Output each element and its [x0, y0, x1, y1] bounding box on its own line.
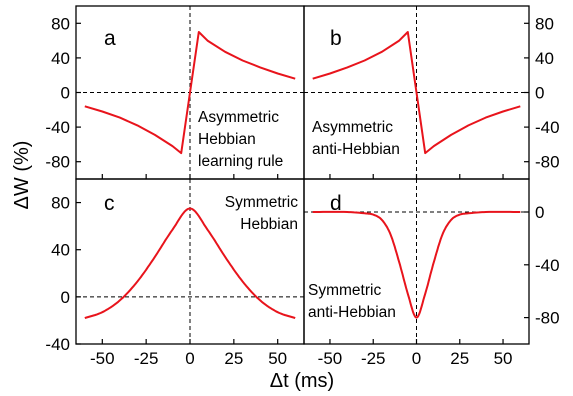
panel-a-curve: [84, 31, 296, 155]
panel-b-curve: [312, 31, 521, 155]
panel-c-xtick-label: 50: [268, 349, 287, 368]
annotation-b-line2: anti-Hebbian: [312, 141, 400, 158]
y-axis-label: ΔW (%): [11, 141, 33, 210]
panel-a-ytick-label: 40: [51, 49, 70, 68]
panel-b-letter: b: [330, 27, 342, 50]
panel-b-ytick-label: -80: [535, 153, 560, 172]
x-axis-label: Δt (ms): [270, 370, 334, 392]
panel-c-xtick-label: -25: [134, 349, 159, 368]
annotation-c-line1: Symmetric: [225, 194, 298, 211]
annotation-a-line2: Hebbian: [198, 131, 256, 148]
panel-a-ytick-label: 0: [61, 84, 70, 103]
panel-a-letter: a: [104, 27, 116, 50]
panel-c-xtick-label: -50: [90, 349, 115, 368]
panel-a-ytick-label: -40: [45, 118, 70, 137]
panel-c-ytick-label: 0: [61, 288, 70, 307]
panel-a-ytick-label: 80: [51, 14, 70, 33]
panel-d-xtick-label: -50: [318, 349, 343, 368]
panel-c-letter: c: [104, 192, 115, 215]
panel-d-xtick-label: -25: [361, 349, 386, 368]
panel-b-ytick-label: 0: [535, 84, 544, 103]
annotation-a-line3: learning rule: [198, 153, 283, 170]
panel-c-xtick-label: 25: [224, 349, 243, 368]
panel-b-ytick-label: -40: [535, 118, 560, 137]
panel-d-ytick-label: -40: [535, 256, 560, 275]
annotation-d-line2: anti-Hebbian: [308, 304, 396, 321]
panel-d-xtick-label: 50: [494, 349, 513, 368]
panel-d-xtick-label: 25: [450, 349, 469, 368]
panel-c-ytick-label: -40: [45, 335, 70, 354]
panel-d-ytick-label: -80: [535, 309, 560, 328]
panel-a-ytick-label: -80: [45, 153, 70, 172]
panel-c-ytick-label: 80: [51, 194, 70, 213]
annotation-d-line1: Symmetric: [308, 282, 381, 299]
panel-c-xtick-label: 0: [185, 349, 194, 368]
annotation-a-line1: Asymmetric: [198, 109, 279, 126]
panel-c-ytick-label: 40: [51, 241, 70, 260]
panel-c-curve: [84, 207, 296, 320]
panel-d-curve: [312, 210, 521, 319]
panel-d-letter: d: [330, 192, 342, 215]
annotation-c-line2: Hebbian: [240, 216, 298, 233]
panel-d-ytick-label: 0: [535, 203, 544, 222]
annotation-b-line1: Asymmetric: [312, 119, 393, 136]
panel-b-ytick-label: 80: [535, 14, 554, 33]
panel-b-ytick-label: 40: [535, 49, 554, 68]
panel-d-xtick-label: 0: [412, 349, 421, 368]
